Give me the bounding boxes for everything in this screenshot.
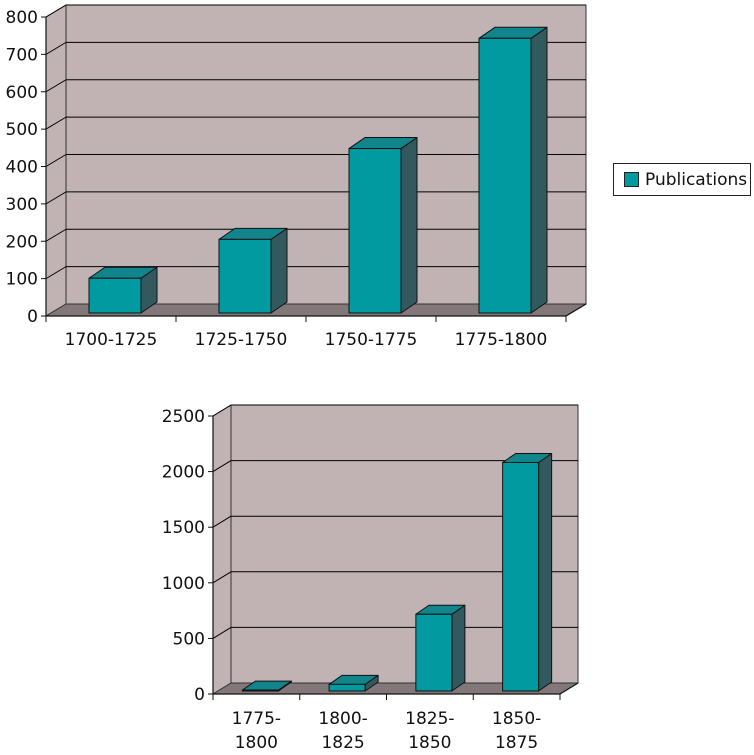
legend: Publications (613, 163, 751, 196)
chart1-y-tick-label: 500 (6, 120, 38, 140)
chart2-bar (241, 689, 279, 692)
chart2-bar-side (451, 604, 466, 692)
chart1-grid-side (45, 228, 67, 242)
chart1-bar (88, 277, 142, 314)
chart1-y-tick-label: 600 (6, 83, 38, 103)
chart1-category-label: 1775-1800 (455, 330, 548, 350)
chart1-grid-side (45, 116, 67, 130)
chart1-category-label: 1700-1725 (65, 330, 158, 350)
chart1-grid-side (45, 41, 67, 55)
chart1-bar-side (400, 137, 418, 314)
chart1-y-tick-label: 300 (6, 195, 38, 215)
chart2-grid-side (212, 460, 232, 473)
chart2-category-label: 1850- (492, 709, 541, 729)
chart2-y-tick-label: 2000 (162, 463, 205, 483)
chart2-y-tick-label: 500 (173, 629, 205, 649)
chart2-side-wall (212, 404, 232, 695)
chart1-bar (218, 238, 272, 314)
chart2-y-tick-label: 2500 (162, 407, 205, 427)
chart1-grid-side (45, 266, 67, 280)
chart1-y-tick-label: 200 (6, 232, 38, 252)
chart2-grid-side (212, 626, 232, 639)
chart1-grid-side (45, 79, 67, 93)
legend-swatch (624, 172, 639, 187)
chart1-grid-side (45, 154, 67, 167)
chart2-y-tick-label: 1500 (162, 518, 205, 538)
chart2-category-label: 1825 (321, 733, 364, 753)
chart2-y-tick-label: 0 (194, 685, 205, 705)
chart1-y-tick-label: 100 (6, 270, 38, 290)
chart2-bar (415, 613, 453, 692)
chart2-grid-side (212, 404, 232, 417)
chart1-x-axis-end (565, 303, 587, 317)
chart2-bar-side (538, 452, 553, 692)
chart1-y-tick-label: 800 (6, 8, 38, 28)
chart1-y-tick-label: 0 (27, 307, 38, 327)
chart2-bar (502, 461, 540, 692)
chart2-category-label: 1850 (408, 733, 451, 753)
chart2-category-label: 1800- (318, 709, 367, 729)
chart2-bar (328, 683, 366, 692)
chart1-bar-side (270, 227, 288, 314)
chart2-category-label: 1775- (232, 709, 281, 729)
chart1-bar (478, 37, 532, 314)
chart1-grid-side (45, 4, 67, 18)
chart2-x-axis-end (559, 682, 579, 695)
chart1-category-label: 1725-1750 (195, 330, 288, 350)
chart2-category-label: 1825- (405, 709, 454, 729)
chart2-category-label: 1875 (495, 733, 538, 753)
chart1-bar-side (530, 26, 548, 314)
chart1-bar (348, 148, 402, 314)
chart1-grid-side (45, 191, 67, 205)
chart1-category-label: 1750-1775 (325, 330, 418, 350)
chart1-y-tick-label: 400 (6, 158, 38, 178)
chart2-y-tick-label: 1000 (162, 574, 205, 594)
chart2-grid-side (212, 571, 232, 584)
chart2-category-label: 1800 (235, 733, 278, 753)
legend-label: Publications (645, 169, 748, 190)
chart1-y-tick-label: 700 (6, 45, 38, 65)
chart2-grid-side (212, 515, 232, 528)
